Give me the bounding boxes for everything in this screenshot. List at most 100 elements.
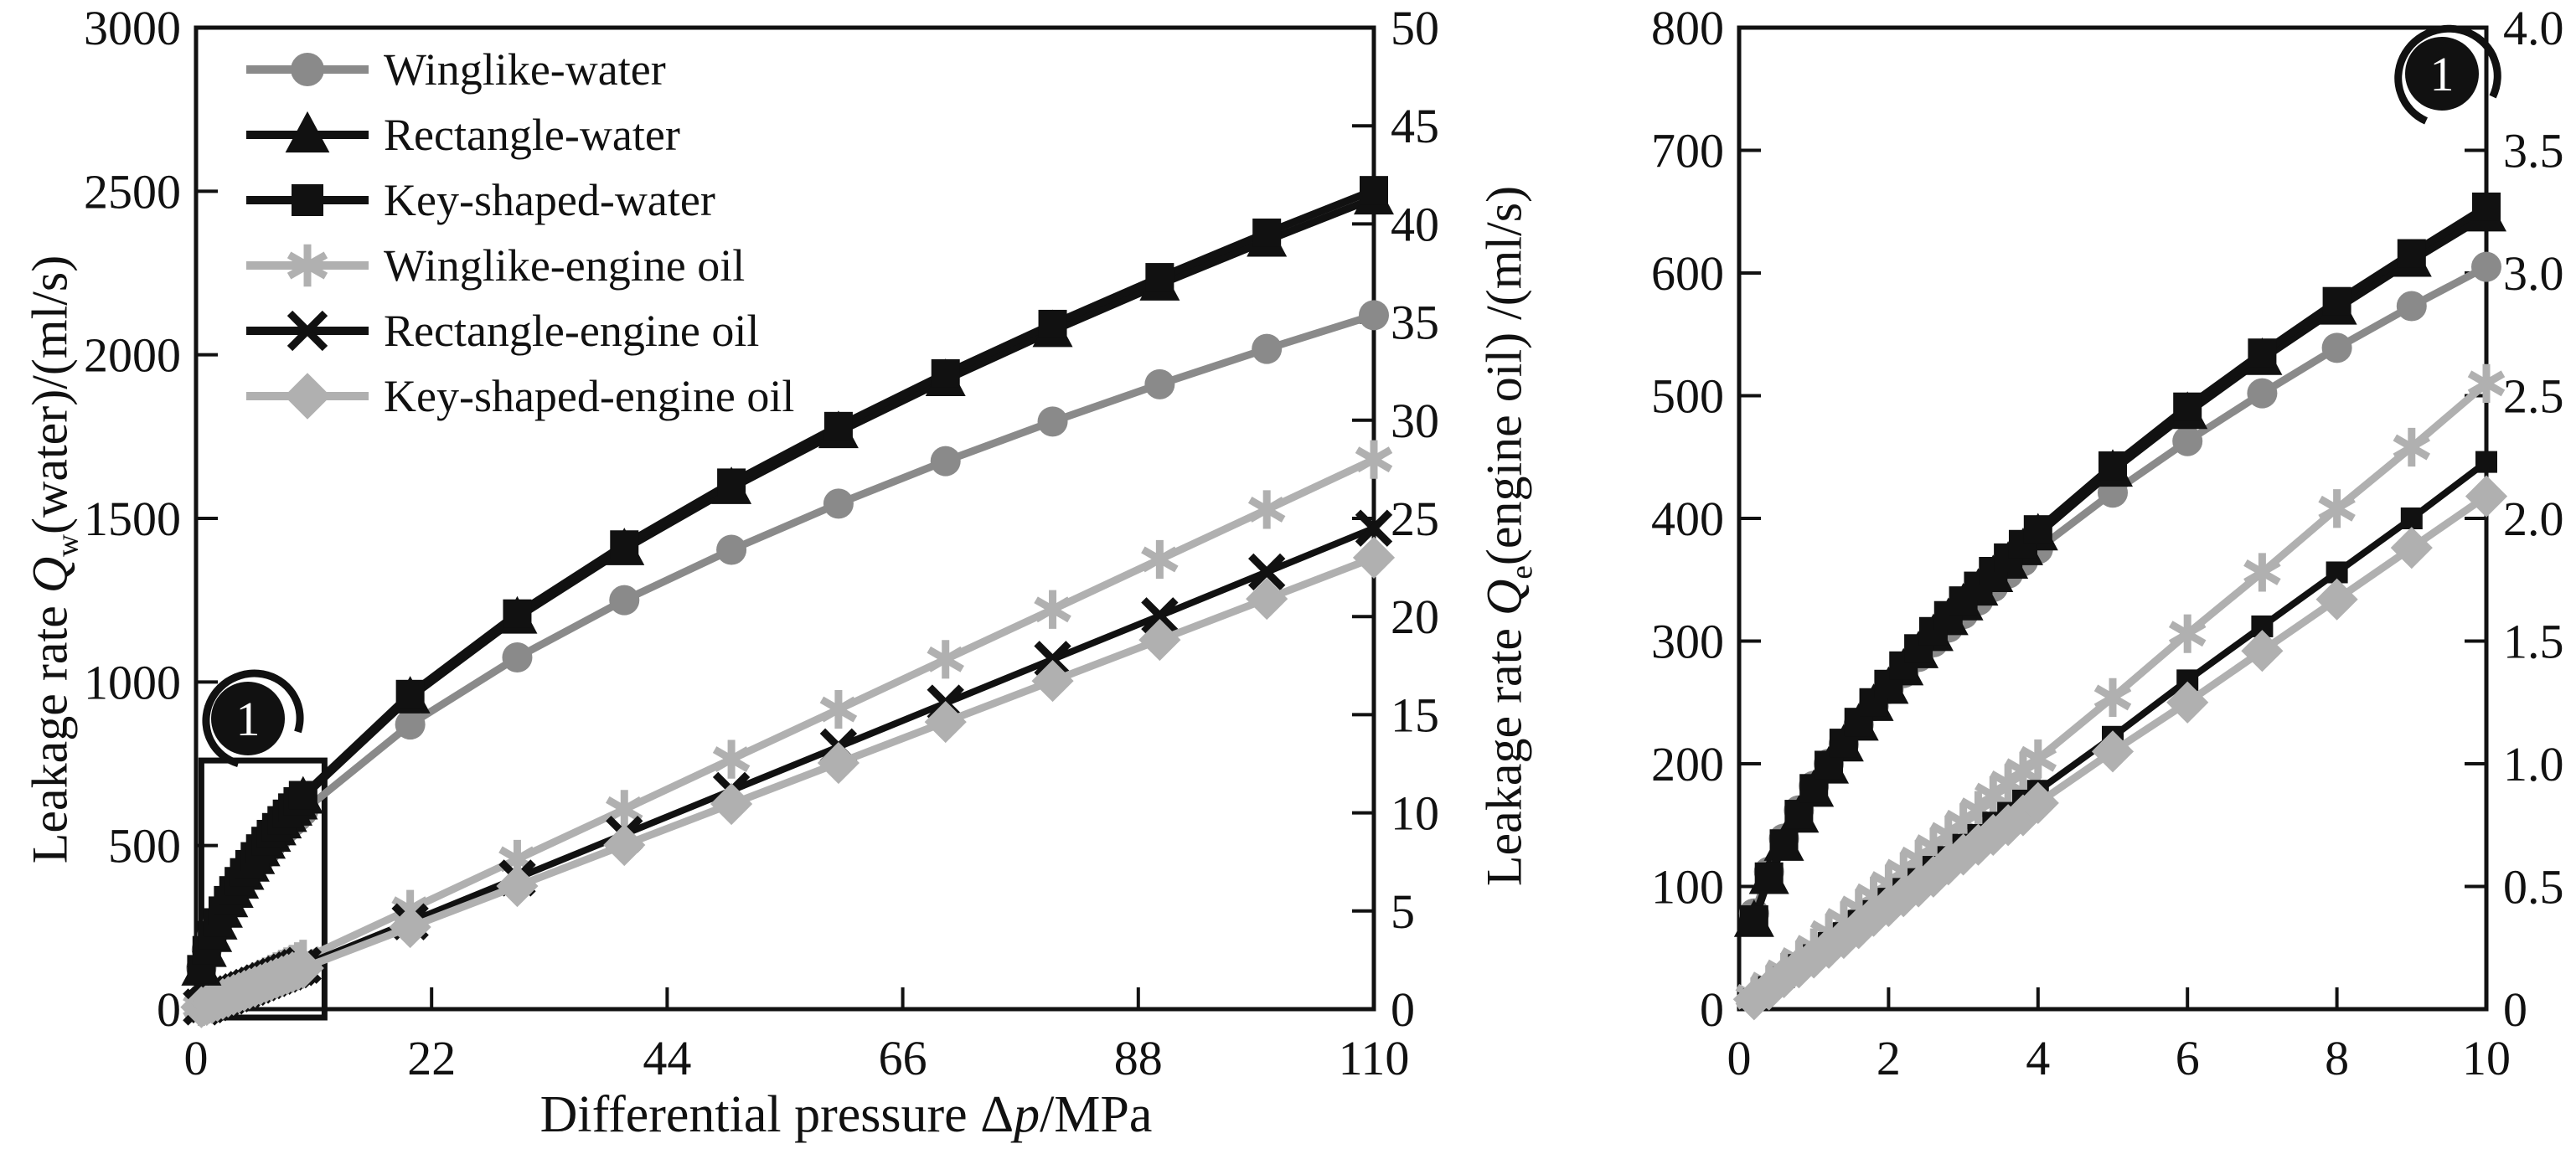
x-tick-label: 22 (407, 1031, 456, 1085)
x-axis-title: Differential pressure Δp/MPa (540, 1085, 1153, 1145)
x-tick-label: 4 (2026, 1031, 2050, 1085)
series-wing_w-panel1 (1738, 251, 2501, 929)
y-left-tick-label: 300 (1651, 615, 1724, 669)
y-left-tick-label: 2000 (84, 328, 181, 383)
legend-label: Rectangle-water (384, 110, 680, 160)
y-right-tick-label: 45 (1391, 99, 1439, 153)
plot-frame (1737, 25, 2489, 1012)
legend-label: Key-shaped-engine oil (384, 371, 795, 421)
x-tick-label: 6 (2176, 1031, 2200, 1085)
legend-item-winglike-engine-oil: Winglike-engine oil (245, 233, 794, 298)
y-left-tick-label: 200 (1651, 737, 1724, 791)
rectangle-water-marker-icon (246, 111, 369, 153)
y-left-tick-label: 100 (1651, 860, 1724, 915)
xlabel-delta: Δ (980, 1086, 1014, 1143)
zoom-region-box (198, 757, 328, 1021)
legend: Winglike-water Rectangle-water Key-shape… (245, 37, 794, 429)
y-right-tick-label: 0 (1391, 982, 1415, 1037)
series-key_o-panel1 (1732, 475, 2508, 1021)
y-left-tick-label: 2500 (84, 164, 181, 219)
ylabel-oil-suffix: (engine oil) /(ml/s) (1476, 185, 1532, 566)
y-right-tick-label: 4.0 (2503, 1, 2564, 55)
y-right-tick-label: 1.0 (2503, 737, 2564, 791)
legend-label: Rectangle-engine oil (384, 306, 760, 356)
series-key_w-panel0 (187, 176, 1388, 984)
legend-marker-glyph (246, 310, 369, 352)
y-right-tick-label: 5 (1391, 884, 1415, 939)
y-right-tick-label: 3.0 (2503, 246, 2564, 301)
x-tick-label: 44 (643, 1031, 691, 1085)
zoom-region-badge-number: 1 (235, 691, 261, 746)
legend-label: Key-shaped-water (384, 175, 715, 225)
y-right-tick-label: 3.5 (2503, 124, 2564, 178)
y-right-tick-label: 0 (2503, 982, 2527, 1037)
series-wing_w-line (1750, 263, 2489, 915)
y-right-tick-label: 15 (1391, 688, 1439, 742)
y-right-tick-label: 2.0 (2503, 492, 2564, 546)
y-right-tick-label: 25 (1391, 492, 1439, 546)
y-right-tick-label: 35 (1391, 296, 1439, 350)
legend-item-rectangle-water: Rectangle-water (245, 102, 794, 167)
xlabel-prefix: Differential pressure (539, 1086, 981, 1143)
y-left-tick-label: 500 (108, 819, 181, 873)
left-panel-y-axis-title-oil: Leakage rate Qe(engine oil) /(ml/s) (1476, 186, 1541, 886)
y-left-tick-label: 0 (157, 982, 181, 1037)
zoomed-panel-badge: 1 (2405, 37, 2479, 111)
series-key_w-line (1750, 204, 2489, 921)
y-right-tick-label: 30 (1391, 394, 1439, 448)
y-left-tick-label: 500 (1651, 369, 1724, 424)
y-left-tick-label: 1500 (84, 492, 181, 546)
series-key_o-panel0 (180, 536, 1396, 1028)
legend-marker-glyph (246, 184, 369, 216)
ylabel-oil-subscript: e (1505, 565, 1540, 580)
legend-label: Winglike-engine oil (384, 240, 746, 291)
y-right-tick-label: 40 (1391, 197, 1439, 251)
x-tick-label: 88 (1114, 1031, 1163, 1085)
legend-marker-glyph (246, 111, 369, 153)
x-tick-label: 110 (1339, 1031, 1410, 1085)
legend-label: Winglike-water (384, 44, 666, 95)
y-left-tick-label: 600 (1651, 246, 1724, 301)
ylabel-water-suffix: (water)/(ml/s) (22, 255, 78, 534)
y-right-tick-label: 20 (1391, 590, 1439, 644)
ylabel-oil-prefix: Leakage rate (1476, 616, 1532, 887)
legend-item-rectangle-engine-oil: Rectangle-engine oil (245, 298, 794, 363)
key-shaped-water-marker-icon (246, 184, 369, 216)
x-tick-label: 2 (1877, 1031, 1901, 1085)
legend-item-winglike-water: Winglike-water (245, 37, 794, 102)
series-rect_o-line (199, 524, 1376, 1011)
winglike-engine-oil-marker-icon (246, 244, 369, 287)
y-right-tick-label: 2.5 (2503, 369, 2564, 424)
xlabel-suffix: /MPa (1040, 1086, 1153, 1143)
winglike-water-marker-icon (246, 53, 369, 86)
ylabel-water-subscript: w (50, 533, 85, 557)
x-tick-label: 8 (2325, 1031, 2349, 1085)
legend-marker-glyph (246, 373, 369, 420)
zoomed-panel-badge-number: 1 (2429, 46, 2455, 101)
y-left-tick-label: 1000 (84, 655, 181, 709)
y-right-tick-label: 1.5 (2503, 615, 2564, 669)
series-key_w-panel1 (1739, 192, 2501, 935)
y-right-tick-label: 50 (1391, 1, 1439, 55)
ylabel-oil-symbol: Q (1476, 579, 1532, 616)
rectangle-engine-oil-marker-icon (246, 310, 369, 352)
x-tick-label: 10 (2462, 1031, 2511, 1085)
legend-marker-glyph (246, 244, 369, 287)
series-key_o-line (199, 554, 1376, 1011)
xlabel-p: p (1014, 1086, 1040, 1143)
y-left-tick-label: 0 (1700, 982, 1724, 1037)
y-left-tick-label: 700 (1651, 124, 1724, 178)
y-left-tick-label: 400 (1651, 492, 1724, 546)
legend-item-key-shaped-water: Key-shaped-water (245, 167, 794, 233)
legend-item-key-shaped-engine-oil: Key-shaped-engine oil (245, 363, 794, 429)
y-right-tick-label: 10 (1391, 786, 1439, 841)
legend-marker-glyph (246, 53, 369, 86)
panel-full-pressure-range-panel: 0 22 44 66 88 1100500100015002000250030000510… (84, 1, 1439, 1085)
zoom-region-badge: 1 (211, 682, 285, 755)
y-left-tick-label: 3000 (84, 1, 181, 55)
x-tick-label: 66 (879, 1031, 927, 1085)
ylabel-water-symbol: Q (22, 556, 78, 594)
ylabel-water-prefix: Leakage rate (22, 593, 78, 864)
